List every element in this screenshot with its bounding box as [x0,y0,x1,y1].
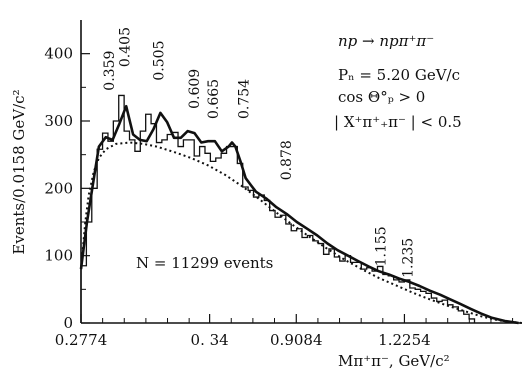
peak-label: 0.878 [279,140,295,180]
y-tick-label: 100 [44,247,73,265]
peak-label: 1.155 [373,226,389,266]
x-tick-label: 0.2774 [55,331,108,349]
x-tick-label: 0. 34 [191,331,229,349]
peak-label: 0.609 [187,69,203,109]
fit-curve [79,104,519,325]
momentum-label: Pₙ = 5.20 GeV/c [338,66,460,84]
x-cut-label: | X⁺π⁺₊π⁻ | < 0.5 [334,113,462,131]
events-count-label: N = 11299 events [136,254,273,272]
y-tick-label: 200 [44,179,73,197]
y-axis-title: Events/0.0158 GeV/c² [10,89,28,254]
peak-label: 1.235 [401,238,417,278]
cos-cut-label: cos Θ°ₚ > 0 [338,88,425,106]
y-tick-label: 300 [44,112,73,130]
peak-label: 0.505 [152,41,168,81]
y-tick-label: 400 [44,45,73,63]
peak-label: 0.405 [118,27,134,67]
peak-label: 0.754 [237,79,253,119]
reaction-label: np → npπ⁺π⁻ [338,32,434,50]
y-tick-label: 0 [63,314,73,332]
background-curve [80,141,523,324]
x-axis-ticks: 0.2774 0. 34 0.9084 1.2254 [55,314,514,349]
histogram-steps [80,94,476,323]
x-axis-title: Mπ⁺π⁻, GeV/c² [338,352,450,370]
peak-label: 0.665 [206,79,222,119]
y-axis-ticks: 0 100 200 300 400 [44,45,90,332]
x-tick-label: 0.9084 [270,331,323,349]
x-tick-label: 1.2254 [378,331,431,349]
peak-label: 0.359 [102,51,118,91]
